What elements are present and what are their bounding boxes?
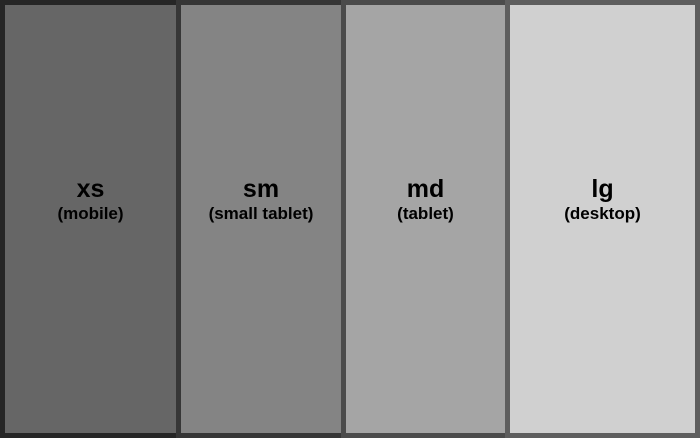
- breakpoint-column-sm: sm (small tablet): [176, 0, 346, 438]
- breakpoint-column-lg: lg (desktop): [505, 0, 700, 438]
- breakpoint-labels-md: md (tablet): [346, 175, 505, 225]
- breakpoint-name-sm: sm: [242, 175, 280, 203]
- breakpoint-name-md: md: [406, 175, 445, 203]
- breakpoint-description-xs: (mobile): [57, 204, 124, 223]
- breakpoint-labels-lg: lg (desktop): [510, 175, 695, 225]
- breakpoint-labels-xs: xs (mobile): [5, 175, 176, 225]
- breakpoint-labels-sm: sm (small tablet): [181, 175, 341, 225]
- breakpoint-description-md: (tablet): [397, 204, 454, 223]
- breakpoint-name-xs: xs: [76, 175, 105, 203]
- breakpoint-column-xs: xs (mobile): [0, 0, 181, 438]
- breakpoint-description-sm: (small tablet): [208, 204, 314, 223]
- breakpoint-column-md: md (tablet): [341, 0, 510, 438]
- breakpoint-description-lg: (desktop): [564, 204, 641, 223]
- breakpoint-name-lg: lg: [591, 175, 614, 203]
